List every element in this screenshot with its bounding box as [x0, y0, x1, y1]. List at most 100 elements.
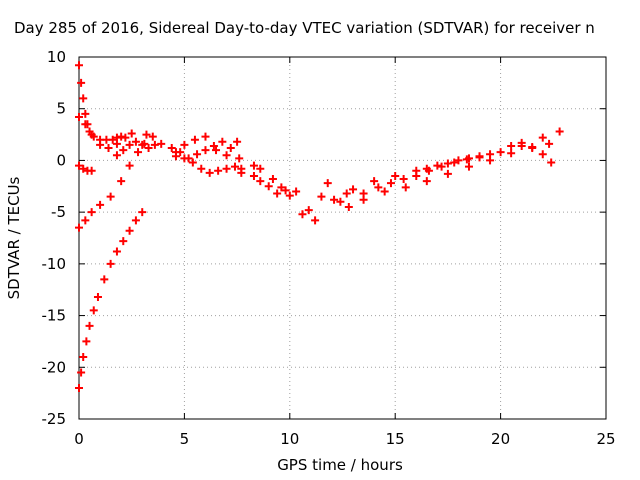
y-tick-labels: 10 5 0 -5 -10 -15 -20 -25	[42, 48, 67, 428]
data-point	[349, 185, 358, 194]
data-point	[237, 168, 246, 177]
x-axis-label: GPS time / hours	[277, 456, 403, 474]
data-point	[108, 135, 117, 144]
data-point	[197, 164, 206, 173]
data-point	[157, 139, 166, 148]
y-tick-label: 0	[56, 151, 66, 169]
data-point	[106, 259, 115, 268]
data-point	[79, 352, 88, 361]
data-point	[87, 166, 96, 175]
data-point	[106, 192, 115, 201]
y-tick-label: -15	[42, 307, 67, 325]
data-point	[450, 158, 459, 167]
series-trace-4-8h-upper	[167, 137, 244, 163]
data-point	[119, 146, 128, 155]
data-point	[75, 223, 83, 232]
data-point	[190, 135, 199, 144]
data-point	[235, 154, 244, 163]
data-point	[144, 144, 153, 153]
data-point	[507, 149, 516, 158]
data-point	[81, 120, 90, 129]
data-point	[205, 168, 214, 177]
data-point	[117, 177, 126, 186]
data-point	[273, 189, 282, 198]
data-point	[370, 177, 379, 186]
x-tick-label: 10	[280, 430, 299, 448]
data-point	[507, 141, 516, 150]
data-point	[317, 192, 326, 201]
data-point	[125, 226, 134, 235]
data-point	[75, 383, 83, 392]
series-scatter-7-10h	[237, 161, 290, 198]
data-point	[399, 175, 408, 184]
data-point	[75, 112, 83, 121]
data-point	[230, 162, 239, 171]
data-point	[462, 155, 471, 164]
data-point	[112, 139, 121, 148]
series-trace-decay-from-high	[75, 61, 126, 144]
data-point	[475, 152, 484, 161]
data-point	[528, 144, 537, 153]
data-point	[424, 166, 433, 175]
series-trace-rise-from-minus6	[75, 139, 149, 232]
data-point	[454, 156, 463, 165]
data-point	[127, 129, 136, 138]
data-point	[222, 151, 231, 160]
data-point	[125, 140, 134, 149]
data-point	[112, 151, 121, 160]
series-trace-late-lower	[344, 139, 554, 211]
data-point	[517, 138, 526, 147]
data-point	[486, 150, 495, 159]
data-point	[226, 144, 235, 153]
data-point	[112, 247, 121, 256]
data-point	[87, 130, 96, 139]
x-tick-label: 0	[74, 430, 84, 448]
data-point	[298, 210, 307, 219]
data-point	[180, 154, 189, 163]
data-point	[150, 140, 159, 149]
data-point	[100, 275, 109, 284]
x-tick-label: 5	[180, 430, 190, 448]
series-trace-4-8h-mid	[171, 132, 242, 160]
plot-frame	[78, 56, 607, 420]
data-point	[131, 216, 140, 225]
series-trace-4-8h-lower	[171, 152, 246, 177]
data-point	[87, 208, 96, 217]
data-point	[281, 186, 290, 195]
data-point	[323, 179, 332, 188]
data-point	[547, 158, 556, 167]
data-point	[344, 202, 353, 211]
data-point	[336, 197, 345, 206]
data-point	[134, 148, 143, 157]
y-tick-label: 5	[56, 100, 66, 118]
data-point	[264, 182, 273, 191]
data-point	[443, 159, 452, 168]
data-point	[545, 139, 554, 148]
data-point	[188, 158, 197, 167]
data-point	[218, 137, 227, 146]
data-point	[214, 166, 223, 175]
data-point	[374, 183, 383, 192]
data-point	[104, 144, 113, 153]
data-point	[85, 321, 94, 330]
data-point	[464, 162, 473, 171]
data-point	[81, 109, 90, 118]
data-point	[117, 132, 126, 141]
axis-ticks	[78, 56, 607, 420]
data-point	[386, 179, 395, 188]
data-point	[249, 171, 258, 180]
data-point	[180, 140, 189, 149]
data-point	[193, 150, 202, 159]
data-point	[75, 161, 83, 170]
data-point	[311, 216, 320, 225]
data-point	[75, 61, 83, 70]
data-point	[201, 146, 210, 155]
data-point	[222, 164, 231, 173]
data-point	[131, 137, 140, 146]
data-point	[79, 94, 88, 103]
data-point	[342, 189, 351, 198]
y-axis-label: SDTVAR / TECUs	[5, 176, 23, 299]
data-point	[359, 189, 368, 198]
data-point	[81, 216, 90, 225]
